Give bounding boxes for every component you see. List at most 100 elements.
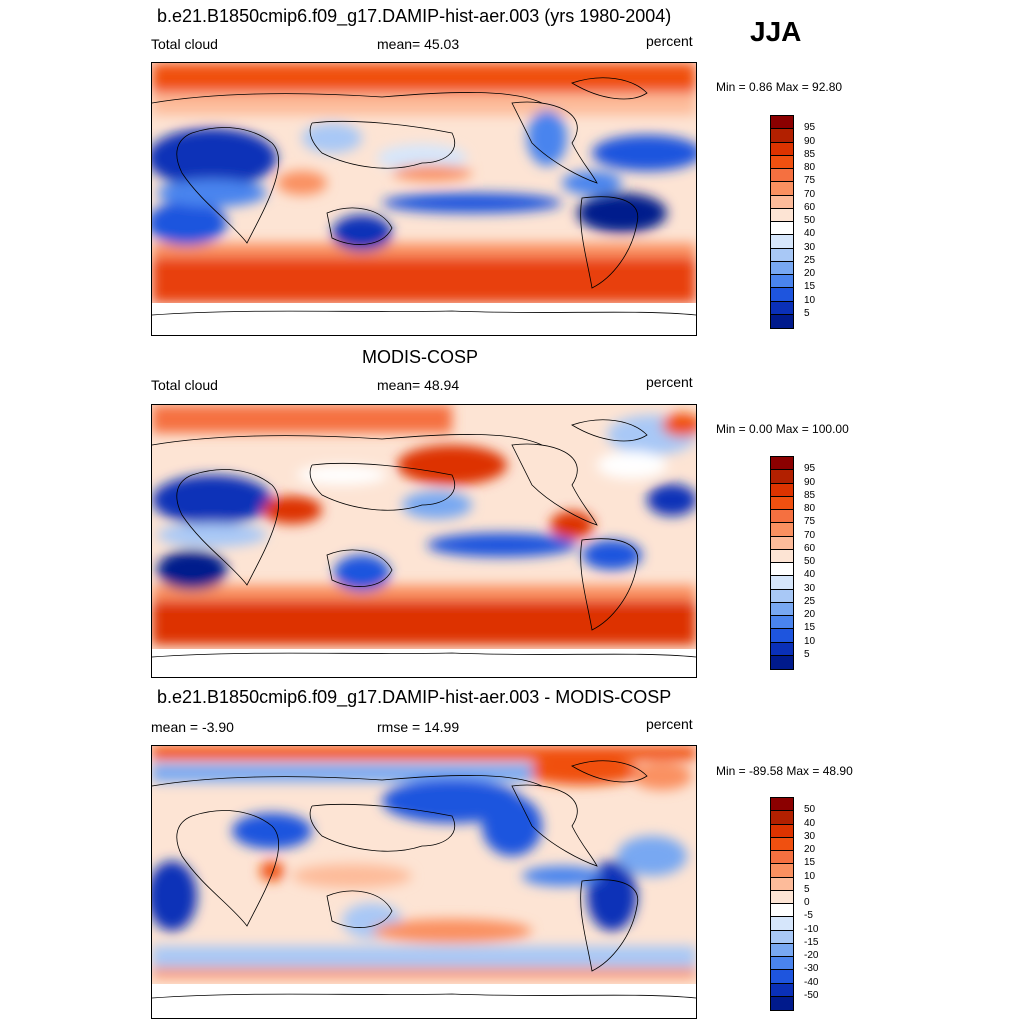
panel-2-map <box>151 404 697 678</box>
colorbar-swatch <box>771 563 793 577</box>
panel-2-colorbar <box>770 456 794 670</box>
colorbar-swatch <box>771 642 793 656</box>
colorbar-swatch <box>771 483 793 497</box>
colorbar-tick-label: 80 <box>804 503 816 514</box>
colorbar-tick-label: 60 <box>804 201 816 213</box>
colorbar-swatch <box>771 314 793 328</box>
colorbar-tick-label: 5 <box>804 648 810 660</box>
colorbar-tick-label: 75 <box>804 175 816 187</box>
colorbar-tick-label: 5 <box>804 883 810 895</box>
colorbar-swatch <box>771 983 793 997</box>
colorbar-swatch <box>771 837 793 851</box>
colorbar-tick-label: 30 <box>804 830 816 842</box>
colorbar-swatch <box>771 629 793 643</box>
colorbar-swatch <box>771 129 793 143</box>
colorbar-tick-label: 40 <box>804 228 816 240</box>
colorbar-tick-label: 15 <box>804 281 816 293</box>
colorbar-tick-label: 75 <box>804 516 816 528</box>
colorbar-swatch <box>771 589 793 603</box>
colorbar-swatch <box>771 602 793 616</box>
colorbar-tick-label: 20 <box>804 609 816 620</box>
colorbar-swatch <box>771 288 793 302</box>
colorbar-swatch <box>771 182 793 196</box>
colorbar-swatch <box>771 169 793 183</box>
colorbar-tick-label: -30 <box>804 963 819 975</box>
colorbar-tick-label: -5 <box>804 910 813 922</box>
panel-3-rmse: rmse = 14.99 <box>377 719 460 735</box>
colorbar-tick-label: 70 <box>804 188 816 200</box>
colorbar-tick-label: -15 <box>804 936 819 948</box>
colorbar-swatch <box>771 523 793 537</box>
panel-2-title: MODIS-COSP <box>362 347 479 367</box>
colorbar-tick-label: 80 <box>804 162 816 173</box>
colorbar-tick-label: 95 <box>804 463 816 475</box>
colorbar-swatch <box>771 536 793 550</box>
colorbar-swatch <box>771 549 793 563</box>
colorbar-tick-label: 20 <box>804 844 816 855</box>
panel-1-mean: mean= 45.03 <box>377 36 460 52</box>
colorbar-swatch <box>771 576 793 590</box>
colorbar-swatch <box>771 496 793 510</box>
panel-1-map <box>151 62 697 336</box>
panel-2-units: percent <box>646 374 693 390</box>
colorbar-swatch <box>771 261 793 275</box>
panel-3-colorbar <box>770 797 794 1011</box>
season-label: JJA <box>750 16 802 47</box>
colorbar-swatch <box>771 208 793 222</box>
colorbar-tick-label: 85 <box>804 489 816 501</box>
colorbar-swatch <box>771 248 793 262</box>
colorbar-tick-label: 10 <box>804 294 816 306</box>
colorbar-swatch <box>771 470 793 484</box>
colorbar-tick-label: -10 <box>804 923 819 935</box>
colorbar-swatch <box>771 930 793 944</box>
colorbar-tick-label: 90 <box>804 476 816 488</box>
colorbar-swatch <box>771 943 793 957</box>
colorbar-tick-label: 10 <box>804 870 816 882</box>
panel-2-variable: Total cloud <box>151 377 218 393</box>
colorbar-swatch <box>771 116 793 130</box>
colorbar-tick-label: 40 <box>804 569 816 581</box>
colorbar-tick-label: 90 <box>804 135 816 147</box>
colorbar-swatch <box>771 917 793 931</box>
colorbar-swatch <box>771 222 793 236</box>
colorbar-tick-label: 40 <box>804 817 816 829</box>
panel-1-colorbar <box>770 115 794 329</box>
colorbar-swatch <box>771 824 793 838</box>
colorbar-tick-label: 85 <box>804 148 816 160</box>
colorbar-swatch <box>771 235 793 249</box>
colorbar-swatch <box>771 275 793 289</box>
colorbar-swatch <box>771 155 793 169</box>
colorbar-swatch <box>771 811 793 825</box>
colorbar-swatch <box>771 655 793 669</box>
colorbar-tick-label: -40 <box>804 976 819 988</box>
colorbar-tick-label: -20 <box>804 950 819 961</box>
colorbar-swatch <box>771 851 793 865</box>
colorbar-swatch <box>771 904 793 918</box>
colorbar-tick-label: 25 <box>804 595 816 607</box>
panel-2-mean: mean= 48.94 <box>377 377 460 393</box>
colorbar-tick-label: 0 <box>804 897 810 908</box>
colorbar-tick-label: 70 <box>804 529 816 541</box>
colorbar-swatch <box>771 301 793 315</box>
colorbar-tick-label: 10 <box>804 635 816 647</box>
panel-3-mean: mean = -3.90 <box>151 719 234 735</box>
colorbar-tick-label: 95 <box>804 122 816 134</box>
panel-3-minmax: Min = -89.58 Max = 48.90 <box>716 764 853 778</box>
colorbar-tick-label: 30 <box>804 241 816 253</box>
colorbar-swatch <box>771 890 793 904</box>
panel-3-map <box>151 745 697 1019</box>
panel-1-variable: Total cloud <box>151 36 218 52</box>
colorbar-swatch <box>771 864 793 878</box>
colorbar-tick-label: -50 <box>804 989 819 1001</box>
colorbar-swatch <box>771 142 793 156</box>
colorbar-swatch <box>771 957 793 971</box>
panel-1-minmax: Min = 0.86 Max = 92.80 <box>716 80 843 94</box>
colorbar-swatch <box>771 798 793 812</box>
panel-3-units: percent <box>646 716 693 732</box>
panel-2-minmax: Min = 0.00 Max = 100.00 <box>716 422 849 436</box>
colorbar-tick-label: 30 <box>804 582 816 594</box>
colorbar-swatch <box>771 970 793 984</box>
colorbar-swatch <box>771 616 793 630</box>
colorbar-tick-label: 25 <box>804 254 816 266</box>
panel-1-title: b.e21.B1850cmip6.f09_g17.DAMIP-hist-aer.… <box>157 6 672 26</box>
